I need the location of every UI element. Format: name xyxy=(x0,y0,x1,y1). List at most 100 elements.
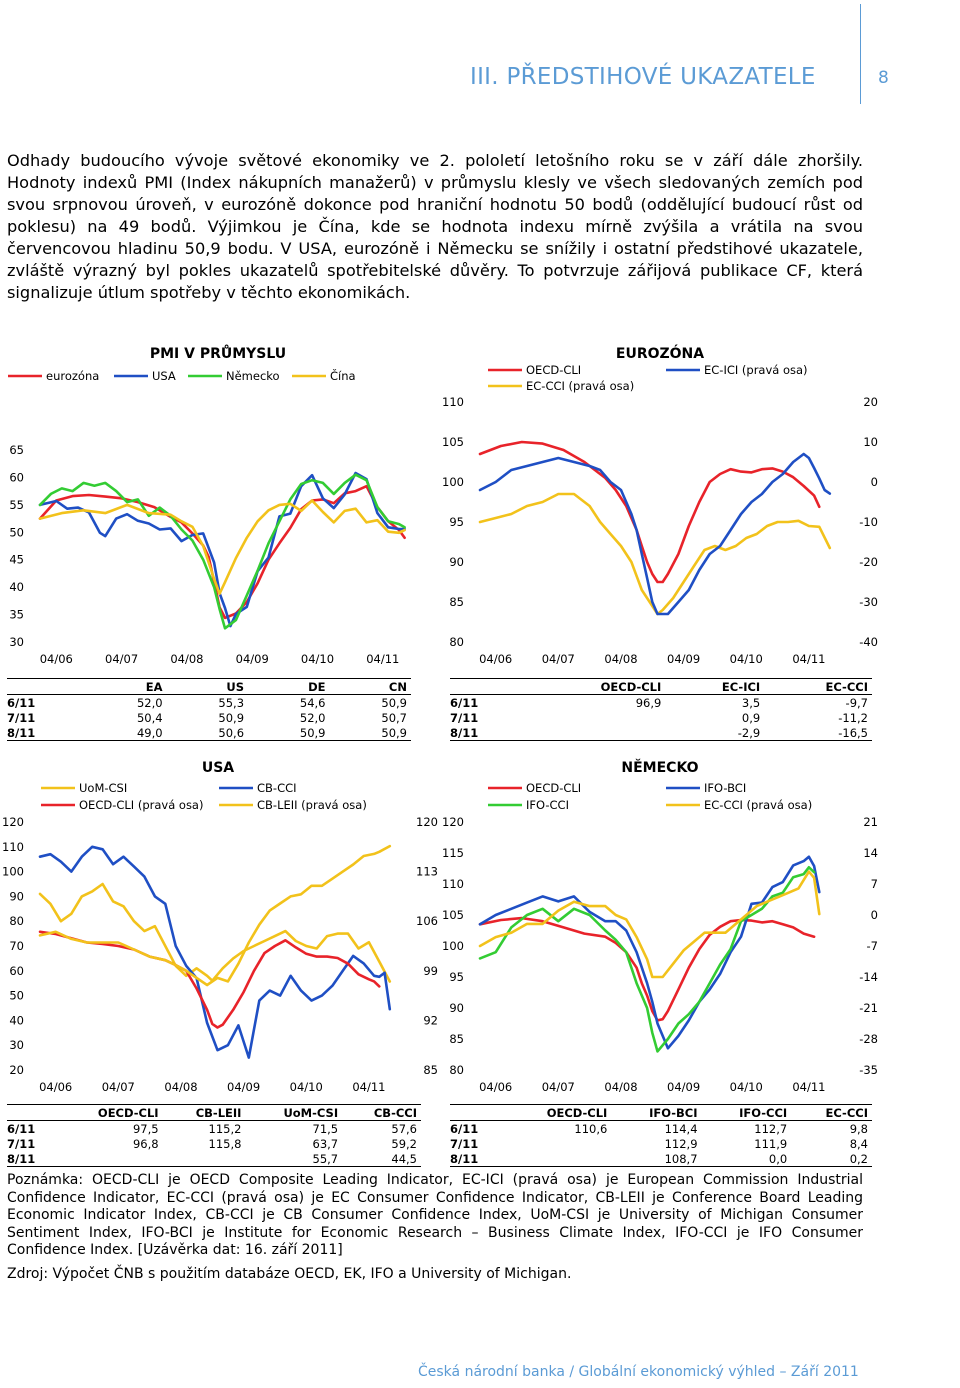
table-cell: -16,5 xyxy=(764,725,872,741)
row-label: 7/11 xyxy=(7,710,36,725)
table-cell: 50,9 xyxy=(381,695,407,710)
series-line--na xyxy=(38,499,406,595)
y-tick-label: 20 xyxy=(9,1063,24,1077)
y2-tick-label: 113 xyxy=(416,865,438,879)
table-column-header: DE xyxy=(248,678,330,695)
table-cell xyxy=(501,1151,612,1167)
header-divider xyxy=(860,4,861,104)
y-tick-label: 55 xyxy=(9,498,24,512)
series-line-oecd-cli xyxy=(478,440,821,584)
y-tick-label: 60 xyxy=(9,470,24,484)
table-cell: 44,5 xyxy=(342,1151,421,1167)
table-cell: 0,0 xyxy=(701,1151,792,1167)
table-cell: 71,5 xyxy=(312,1121,339,1136)
y-tick-label: 30 xyxy=(9,1038,24,1052)
y2-tick-label: 99 xyxy=(423,964,438,978)
chart-title: PMI V PRŮMYSLU xyxy=(150,344,286,362)
table-cell xyxy=(519,710,666,725)
table-column-header: IFO-CCI xyxy=(701,1104,792,1121)
y-tick-label: 100 xyxy=(2,865,24,879)
table-row: 7/11 50,4 50,9 52,0 50,7 xyxy=(7,710,411,725)
table-cell: -2,9 xyxy=(665,725,765,741)
table-column-header: EC-ICI xyxy=(665,678,765,695)
row-label: 7/11 xyxy=(7,1136,36,1151)
table-row: 8/11 55,7 44,5 xyxy=(7,1151,421,1167)
x-tick-label: 04/09 xyxy=(236,652,269,666)
table-column-header: EC-CCI xyxy=(764,678,872,695)
chart-title: EUROZÓNA xyxy=(616,344,704,362)
y-tick-label: 100 xyxy=(442,939,464,953)
y2-tick-label: 0 xyxy=(871,475,878,489)
table-cell: 112,7 xyxy=(754,1121,788,1136)
table-cell: 59,2 xyxy=(391,1136,417,1151)
y-tick-label: 115 xyxy=(442,846,464,860)
y-tick-label: 30 xyxy=(9,635,24,649)
row-label: 7/11 xyxy=(450,1136,479,1151)
table-cell xyxy=(502,1136,612,1151)
chart-pmi: PMI V PRŮMYSLU eurozóna USA Německo Čína 30 35… xyxy=(0,340,440,680)
table-cell: -11,2 xyxy=(838,710,868,725)
table-row: 6/11 110,6 114,4 112,7 9,8 xyxy=(450,1121,872,1137)
table-cell: 3,5 xyxy=(741,695,761,710)
table-cell: 50,9 xyxy=(218,710,245,725)
table-row: 8/11 108,7 0,0 0,2 xyxy=(450,1151,872,1167)
table-column-header: CB-CCI xyxy=(342,1104,421,1121)
y2-tick-label: 7 xyxy=(871,877,878,891)
y2-tick-label: -40 xyxy=(859,635,878,649)
chart-title: NĚMECKO xyxy=(621,759,698,776)
y-tick-label: 95 xyxy=(449,515,464,529)
chart-usa: USA UoM-CSI OECD-CLI (pravá osa) CB-CCI CB-L… xyxy=(0,752,440,1102)
pmi-table: EA US DE CN 6/11 52,0 55,3 54,6 50,9 7/11 50,4 50,9… xyxy=(7,678,411,741)
row-label: 6/11 xyxy=(450,1121,479,1136)
series-line-uom-csi xyxy=(38,882,392,983)
table-column-header: EA xyxy=(85,678,167,695)
chart-pmi-svg: PMI V PRŮMYSLU eurozóna USA Německo Čína 30 35… xyxy=(8,344,406,666)
y-tick-label: 60 xyxy=(9,964,24,978)
chart-usa-svg: USA UoM-CSI OECD-CLI (pravá osa) CB-CCI CB-L… xyxy=(2,760,438,1094)
table-row: 6/11 96,9 3,5 -9,7 xyxy=(450,695,872,711)
table-column-header: CB-LEII xyxy=(162,1104,246,1121)
table-corner xyxy=(450,678,519,695)
x-tick-label: 04/10 xyxy=(301,652,334,666)
series-line-cb-leii-prav-osa- xyxy=(38,844,392,987)
legend-label: CB-CCI xyxy=(257,781,297,795)
y2-tick-label: 85 xyxy=(423,1063,438,1077)
row-label: 6/11 xyxy=(450,695,479,710)
eurozone-table: OECD-CLI EC-ICI EC-CCI 6/11 96,9 3,5 -9,7 7/11 0… xyxy=(450,678,872,741)
table-corner xyxy=(7,678,86,695)
table-row: 7/11 96,8 115,8 63,7 59,2 xyxy=(7,1136,421,1151)
x-tick-label: 04/08 xyxy=(164,1080,197,1094)
y-tick-label: 90 xyxy=(9,889,24,903)
table-cell: 50,7 xyxy=(381,710,407,725)
table-cell: 55,3 xyxy=(218,695,245,710)
table-cell xyxy=(56,1151,163,1167)
series-line-oecd-cli xyxy=(478,916,816,1022)
y-tick-label: 120 xyxy=(2,815,24,829)
table-cell: 112,9 xyxy=(664,1136,698,1151)
table-column-header: IFO-BCI xyxy=(611,1104,702,1121)
row-label: 7/11 xyxy=(450,710,479,725)
y2-tick-label: -21 xyxy=(859,1001,878,1015)
note-paragraph: Poznámka: OECD-CLI je OECD Composite Lea… xyxy=(7,1172,863,1258)
section-title: III. PŘEDSTIHOVÉ UKAZATELE xyxy=(470,64,816,90)
table-cell: 0,9 xyxy=(741,710,761,725)
y2-tick-label: 21 xyxy=(863,815,878,829)
table-row: 8/11 -2,9 -16,5 xyxy=(450,725,872,741)
legend-label: eurozóna xyxy=(46,369,99,383)
y-tick-label: 80 xyxy=(449,635,464,649)
chart-germany: NĚMECKO OECD-CLI IFO-CCI IFO-BCI EC-CCI (pra… xyxy=(440,752,880,1102)
x-tick-label: 04/11 xyxy=(792,1080,825,1094)
legend-label: IFO-CCI xyxy=(526,798,569,812)
legend-label: USA xyxy=(152,369,176,383)
x-tick-label: 04/06 xyxy=(479,652,512,666)
legend-label: OECD-CLI (pravá osa) xyxy=(79,798,203,812)
x-tick-label: 04/09 xyxy=(667,1080,700,1094)
y-tick-label: 100 xyxy=(442,475,464,489)
table-corner xyxy=(450,1104,502,1121)
row-label: 6/11 xyxy=(7,695,36,710)
table-cell: 115,8 xyxy=(208,1136,242,1151)
y-tick-label: 120 xyxy=(442,815,464,829)
table-cell: 50,6 xyxy=(166,725,249,741)
table-cell xyxy=(162,1151,246,1167)
table-column-header: OECD-CLI xyxy=(501,1104,612,1121)
